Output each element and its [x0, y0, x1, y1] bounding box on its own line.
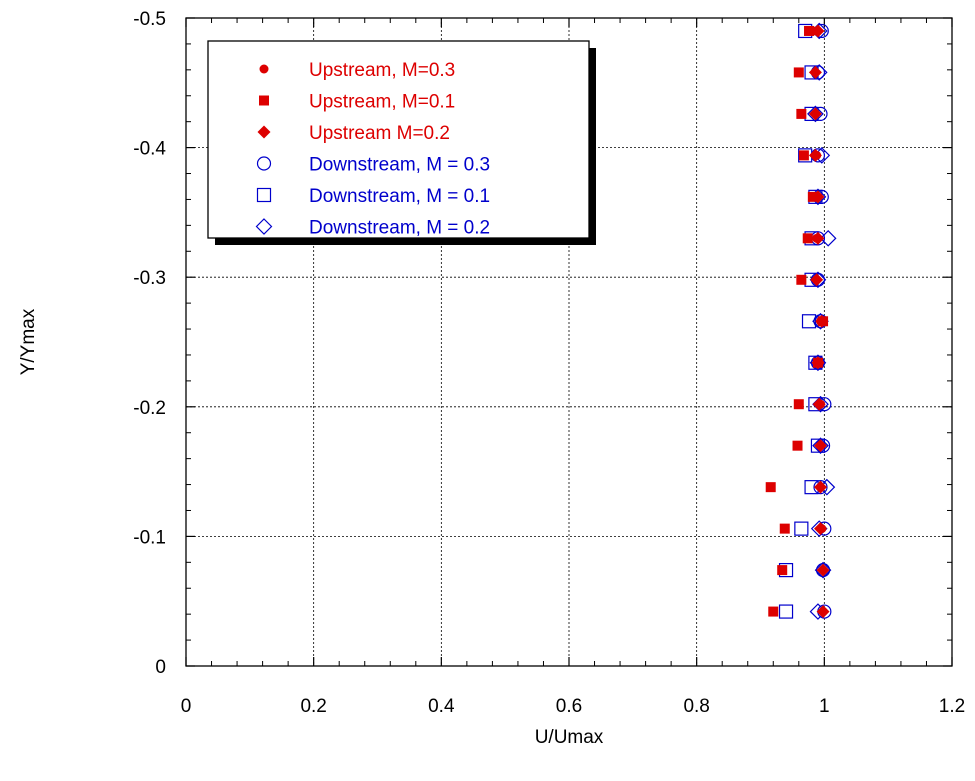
legend-marker: [259, 95, 269, 106]
data-point: [815, 314, 829, 328]
legend-label: Downstream, M = 0.2: [309, 218, 490, 239]
x-tick-label: 0: [181, 696, 192, 717]
data-point: [812, 437, 829, 455]
legend-item: Upstream M=0.2: [257, 123, 450, 144]
data-point: [807, 105, 824, 123]
legend: Upstream, M=0.3 Upstream, M=0.1 Upstream M…: [207, 40, 596, 245]
data-point: [814, 561, 832, 579]
x-tick-label: 0.8: [683, 696, 709, 717]
data-point: [811, 190, 825, 204]
data-point: [808, 107, 822, 121]
data-point: [816, 563, 830, 577]
data-point: [811, 231, 825, 245]
data-point: [778, 604, 794, 619]
data-point: [808, 148, 822, 162]
legend-item: Downstream, M = 0.1: [256, 186, 490, 207]
legend-label: Downstream, M = 0.1: [309, 186, 490, 207]
legend-item: Downstream, M = 0.3: [256, 155, 490, 176]
data-point: [796, 108, 807, 119]
y-tick-label: -0.5: [133, 9, 166, 30]
series-2-points: [808, 24, 830, 619]
data-point: [814, 480, 828, 494]
data-points: [765, 22, 837, 620]
legend-item: Upstream, M=0.1: [259, 92, 455, 113]
x-tick-label: 0.6: [556, 696, 582, 717]
legend-label: Downstream, M = 0.3: [309, 155, 490, 176]
legend-label: Upstream, M=0.3: [309, 60, 455, 81]
data-point: [814, 439, 828, 453]
data-point: [810, 273, 824, 287]
plot-frame: [185, 17, 953, 667]
y-tick-label: 0: [155, 657, 166, 678]
data-point: [794, 521, 809, 536]
data-point: [779, 523, 790, 534]
x-tick-label: 0.2: [300, 696, 326, 717]
legend-marker: [259, 64, 269, 74]
x-axis-label: U/Umax: [535, 727, 604, 748]
y-axis-label: Y/Ymax: [18, 308, 39, 375]
data-point: [808, 65, 822, 79]
data-point: [816, 605, 830, 619]
data-point: [802, 233, 813, 244]
legend-box: [207, 40, 590, 239]
data-point: [811, 24, 825, 38]
data-point: [796, 274, 807, 285]
y-tick-label: -0.4: [133, 139, 166, 160]
legend-marker: [257, 125, 271, 139]
legend-label: Upstream M=0.2: [309, 123, 450, 144]
legend-item: Downstream, M = 0.2: [255, 218, 490, 239]
data-point: [792, 440, 803, 451]
data-point: [768, 606, 779, 617]
data-point: [811, 356, 825, 370]
data-point: [812, 397, 826, 411]
data-point: [819, 229, 837, 247]
y-tick-label: -0.3: [133, 268, 166, 289]
data-point: [793, 399, 804, 410]
data-point: [814, 522, 828, 536]
y-tick-label: -0.1: [133, 527, 166, 548]
data-point: [793, 67, 804, 78]
legend-item: Upstream, M=0.3: [259, 60, 455, 81]
data-point: [798, 150, 809, 161]
legend-marker: [256, 187, 272, 203]
x-tick-label: 1.2: [939, 696, 965, 717]
x-tick-label: 0.4: [428, 696, 455, 717]
y-tick-label: -0.2: [133, 398, 166, 419]
legend-marker: [255, 218, 273, 235]
legend-entries: Upstream, M=0.3 Upstream, M=0.1 Upstream M…: [255, 60, 490, 239]
legend-marker: [256, 156, 272, 171]
x-tick-label: 1: [819, 696, 830, 717]
data-point: [804, 25, 815, 36]
legend-label: Upstream, M=0.1: [309, 92, 455, 113]
tick-labels: 0 0.2 0.4 0.6 0.8 1 1.2 0 -0.1 -0.2 -0.3 -0.4 -0.5: [133, 9, 965, 717]
data-point: [777, 565, 788, 576]
data-point: [765, 482, 776, 493]
